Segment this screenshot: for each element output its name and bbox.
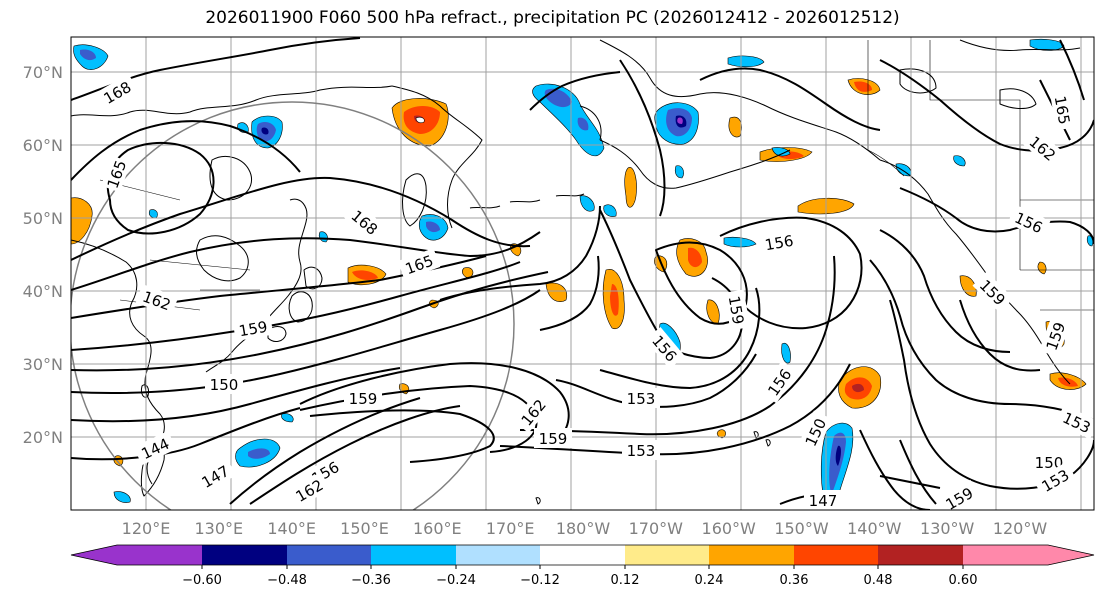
colorbar-segment <box>625 545 709 565</box>
contour-label: 153 <box>627 390 656 408</box>
lon-label: 140°E <box>267 519 316 538</box>
contour-label: 150 <box>1035 454 1064 472</box>
colorbar-segment <box>540 545 625 565</box>
colorbar-segment <box>878 545 963 565</box>
colorbar-extend-low <box>71 545 117 565</box>
contour-label: 159 <box>238 318 269 341</box>
lon-label: 130°E <box>194 519 243 538</box>
contour-label: 165 <box>1051 95 1074 126</box>
colorbar-extend-high <box>1048 545 1094 565</box>
lon-label: 120°E <box>122 519 171 538</box>
longitude-labels: 120°E 130°E 140°E 150°E 160°E 170°E 180°… <box>122 519 1048 538</box>
lon-label: 150°E <box>340 519 389 538</box>
colorbar-tick-label: −0.24 <box>436 573 476 588</box>
range-circle <box>71 101 515 510</box>
contour-label: 156 <box>764 232 795 255</box>
map-background <box>71 37 1094 510</box>
lon-label: 120°W <box>993 519 1048 538</box>
colorbar-tick-label: 0.36 <box>780 573 809 588</box>
lon-label: 180°W <box>556 519 611 538</box>
lon-label: 160°W <box>702 519 757 538</box>
colorbar-tick-label: −0.36 <box>351 573 391 588</box>
colorbar-segment <box>371 545 456 565</box>
lon-label: 130°W <box>920 519 975 538</box>
lat-label: 40°N <box>23 282 63 301</box>
latitude-labels: 70°N 60°N 50°N 40°N 30°N 20°N <box>23 63 63 447</box>
lon-label: 140°W <box>847 519 902 538</box>
lon-label: 160°E <box>413 519 462 538</box>
colorbar-tick-label: 0.12 <box>611 573 640 588</box>
colorbar-segment <box>287 545 371 565</box>
lon-label: 170°E <box>486 519 535 538</box>
lat-label: 70°N <box>23 63 63 82</box>
lon-label: 170°W <box>629 519 684 538</box>
map-frame <box>70 36 1095 511</box>
colorbar-segment <box>117 545 202 565</box>
colorbar-tick-label: −0.48 <box>267 573 307 588</box>
colorbar-segment <box>202 545 287 565</box>
map-title: 2026011900 F060 500 hPa refract., precip… <box>205 8 900 28</box>
colorbar-tick-label: −0.12 <box>520 573 560 588</box>
lat-label: 30°N <box>23 355 63 374</box>
contour-label: 159 <box>725 295 748 326</box>
colorbar-frame <box>70 544 1095 566</box>
colorbar: −0.60 −0.48 −0.36 −0.24 −0.12 0.12 0.24 0.36 0.4… <box>70 544 1095 588</box>
colorbar-segment <box>709 545 794 565</box>
colorbar-segment <box>794 545 878 565</box>
colorbar-tick-label: 0.48 <box>864 573 893 588</box>
contour-label: 159 <box>539 430 568 448</box>
colorbar-tick-label: 0.60 <box>949 573 978 588</box>
contour-label: 150 <box>210 376 239 394</box>
lat-label: 20°N <box>23 428 63 447</box>
colorbar-tick-label: −0.60 <box>182 573 222 588</box>
lat-label: 60°N <box>23 136 63 155</box>
contour-label: 153 <box>627 442 656 460</box>
colorbar-tick-label: 0.24 <box>695 573 724 588</box>
lon-label: 150°W <box>774 519 829 538</box>
colorbar-segment <box>963 545 1048 565</box>
lat-label: 50°N <box>23 209 63 228</box>
colorbar-segment <box>456 545 540 565</box>
contour-label: 159 <box>349 390 378 408</box>
contour-label: 147 <box>809 492 838 510</box>
